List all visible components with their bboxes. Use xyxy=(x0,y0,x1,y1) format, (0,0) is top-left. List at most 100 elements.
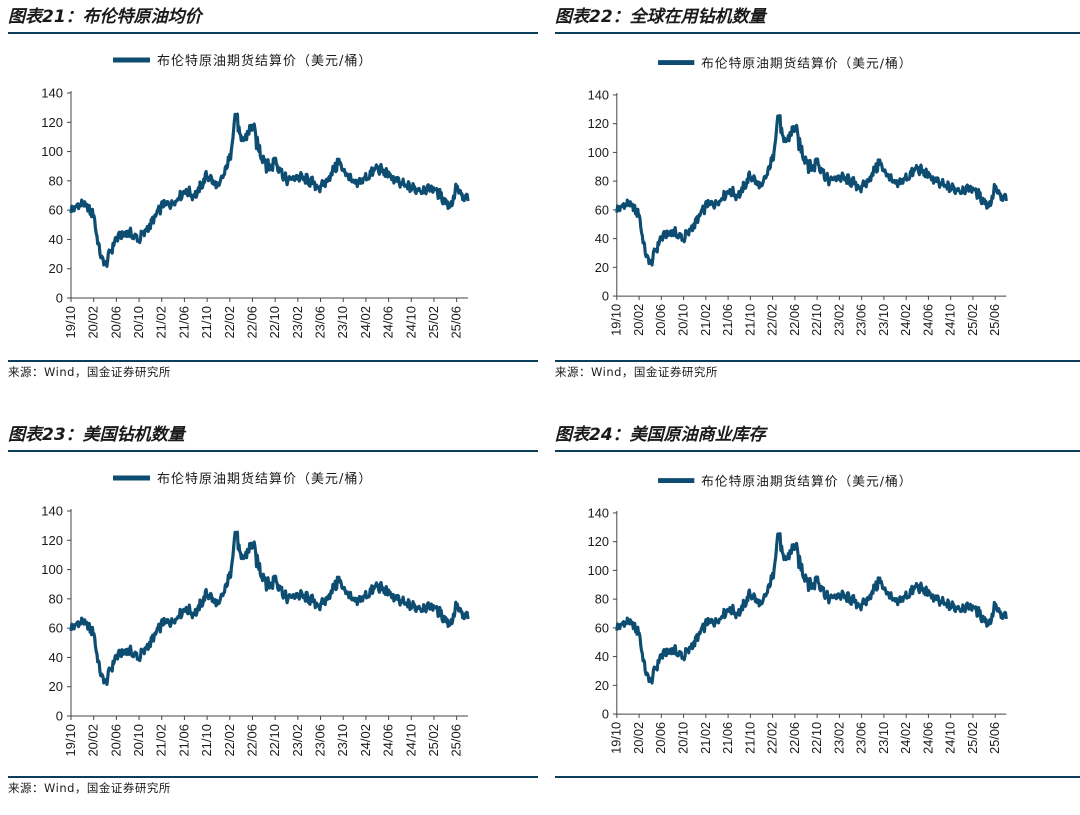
y-tick-label: 60 xyxy=(595,202,609,217)
x-tick-label: 22/02 xyxy=(222,306,237,339)
x-tick-label: 22/02 xyxy=(222,724,237,757)
y-tick-label: 100 xyxy=(41,562,63,577)
chart-title: 图表23：美国钻机数量 xyxy=(8,425,185,445)
x-tick-label: 23/02 xyxy=(290,724,305,757)
source-note: 来源：Wind，国金证券研究所 xyxy=(555,365,718,379)
x-tick-label: 23/06 xyxy=(854,722,869,754)
y-tick-label: 40 xyxy=(49,650,63,665)
line-chart: 布伦特原油期货结算价（美元/桶） 0 20 40 60 80 100 120 140 19/10 2… xyxy=(588,473,1008,754)
x-tick-label: 21/02 xyxy=(154,724,169,757)
x-tick-label: 25/02 xyxy=(965,722,980,754)
x-tick-label: 19/10 xyxy=(609,304,624,336)
line-chart: 布伦特原油期货结算价（美元/桶） 0 20 40 60 80 100 120 140 19/10 2… xyxy=(41,53,470,339)
source-divider xyxy=(555,776,1080,778)
legend-label: 布伦特原油期货结算价（美元/桶） xyxy=(157,471,372,487)
x-tick-label: 24/10 xyxy=(943,722,958,754)
y-tick-label: 100 xyxy=(588,563,609,578)
x-tick-label: 24/10 xyxy=(403,306,418,339)
x-tick-label: 24/02 xyxy=(358,724,373,757)
x-tick-label: 25/02 xyxy=(965,304,980,336)
x-tick-label: 23/02 xyxy=(290,306,305,339)
x-tick-label: 21/10 xyxy=(199,306,214,339)
x-tick-label: 25/02 xyxy=(426,724,441,757)
x-tick-label: 25/06 xyxy=(449,306,464,339)
x-tick-label: 24/10 xyxy=(943,304,958,336)
y-tick-label: 60 xyxy=(49,203,63,218)
source-divider xyxy=(8,776,538,778)
series-line xyxy=(69,530,470,686)
x-tick-label: 21/10 xyxy=(742,304,757,336)
x-tick-label: 24/10 xyxy=(403,724,418,757)
x-tick-label: 23/02 xyxy=(831,722,846,754)
legend-label: 布伦特原油期货结算价（美元/桶） xyxy=(701,473,912,489)
source-divider xyxy=(8,360,538,362)
series-line xyxy=(69,112,470,268)
x-tick-label: 25/02 xyxy=(426,306,441,339)
x-tick-label: 23/10 xyxy=(335,306,350,339)
x-tick-label: 20/02 xyxy=(86,724,101,757)
x-tick-label: 21/10 xyxy=(742,722,757,754)
x-tick-label: 20/06 xyxy=(108,306,123,339)
x-tick-label: 23/10 xyxy=(876,722,891,754)
x-tick-label: 23/02 xyxy=(831,304,846,336)
x-tick-label: 24/02 xyxy=(898,304,913,336)
x-tick-label: 20/10 xyxy=(131,724,146,757)
x-tick-label: 24/06 xyxy=(381,724,396,757)
chart-title: 图表21：布伦特原油均价 xyxy=(8,7,202,27)
chart-title: 图表22：全球在用钻机数量 xyxy=(555,7,766,27)
x-tick-label: 22/02 xyxy=(765,722,780,754)
x-tick-label: 21/02 xyxy=(698,304,713,336)
legend: 布伦特原油期货结算价（美元/桶） xyxy=(113,471,372,487)
y-tick-label: 80 xyxy=(595,592,609,607)
legend-label: 布伦特原油期货结算价（美元/桶） xyxy=(157,53,372,69)
y-tick-label: 140 xyxy=(588,87,609,102)
y-tick-label: 100 xyxy=(41,144,63,159)
x-tick-label: 21/06 xyxy=(176,724,191,757)
x-tick-label: 22/02 xyxy=(765,304,780,336)
x-tick-label: 22/06 xyxy=(244,306,259,339)
y-tick-label: 20 xyxy=(49,261,63,276)
y-tick-label: 140 xyxy=(41,86,63,101)
x-tick-label: 22/06 xyxy=(244,724,259,757)
y-tick-label: 20 xyxy=(49,679,63,694)
x-tick-label: 20/10 xyxy=(676,722,691,754)
y-tick-label: 100 xyxy=(588,145,609,160)
y-tick-label: 120 xyxy=(588,116,609,131)
source-divider xyxy=(555,360,1080,362)
title-divider xyxy=(8,32,538,34)
y-tick-label: 20 xyxy=(595,678,609,693)
x-tick-label: 24/06 xyxy=(920,304,935,336)
x-tick-label: 25/06 xyxy=(987,722,1002,754)
y-tick-label: 0 xyxy=(56,709,63,724)
legend: 布伦特原油期货结算价（美元/桶） xyxy=(113,53,372,69)
x-tick-label: 20/02 xyxy=(631,304,646,336)
x-tick-label: 20/10 xyxy=(676,304,691,336)
x-tick-label: 24/02 xyxy=(898,722,913,754)
y-tick-label: 140 xyxy=(588,505,609,520)
chart-panel: 图表21：布伦特原油均价 布伦特原油期货结算价（美元/桶） 0 20 40 60 80 10… xyxy=(8,2,538,397)
x-tick-label: 20/06 xyxy=(108,724,123,757)
title-divider xyxy=(555,32,1080,34)
chart-panel: 图表24：美国原油商业库存 布伦特原油期货结算价（美元/桶） 0 20 40 60 80 1… xyxy=(555,420,1080,815)
chart-title: 图表24：美国原油商业库存 xyxy=(555,425,766,445)
x-tick-label: 22/10 xyxy=(267,306,282,339)
y-tick-label: 40 xyxy=(595,231,609,246)
x-tick-label: 25/06 xyxy=(987,304,1002,336)
x-tick-label: 20/02 xyxy=(86,306,101,339)
x-tick-label: 21/02 xyxy=(698,722,713,754)
x-tick-label: 19/10 xyxy=(63,306,78,339)
series-line xyxy=(615,532,1008,685)
x-tick-label: 21/06 xyxy=(176,306,191,339)
y-tick-label: 80 xyxy=(49,173,63,188)
x-tick-label: 23/06 xyxy=(854,304,869,336)
title-divider xyxy=(555,450,1080,452)
x-tick-label: 20/10 xyxy=(131,306,146,339)
legend: 布伦特原油期货结算价（美元/桶） xyxy=(658,473,912,489)
x-tick-label: 22/10 xyxy=(809,722,824,754)
x-tick-label: 20/06 xyxy=(653,304,668,336)
x-tick-label: 20/06 xyxy=(653,722,668,754)
x-tick-label: 22/06 xyxy=(787,722,802,754)
x-tick-label: 23/10 xyxy=(335,724,350,757)
legend-label: 布伦特原油期货结算价（美元/桶） xyxy=(701,55,912,71)
line-chart: 布伦特原油期货结算价（美元/桶） 0 20 40 60 80 100 120 140 19/10 2… xyxy=(588,55,1008,336)
